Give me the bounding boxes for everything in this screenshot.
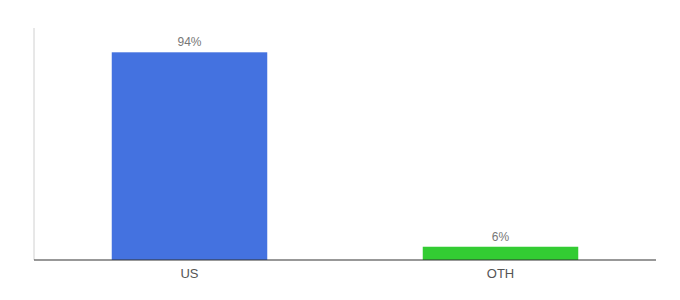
chart-container: US OTH 94% 6% [0,0,680,300]
bar [112,52,268,260]
bars [112,52,579,260]
data-label: 6% [492,230,510,244]
bar [423,247,579,260]
data-label: 94% [177,35,201,49]
y-axis-line [34,28,35,260]
x-tick-label: US [180,266,198,281]
x-axis-line [34,259,656,260]
x-tick-label: OTH [487,266,514,281]
chart-svg: US OTH 94% 6% [0,0,680,300]
